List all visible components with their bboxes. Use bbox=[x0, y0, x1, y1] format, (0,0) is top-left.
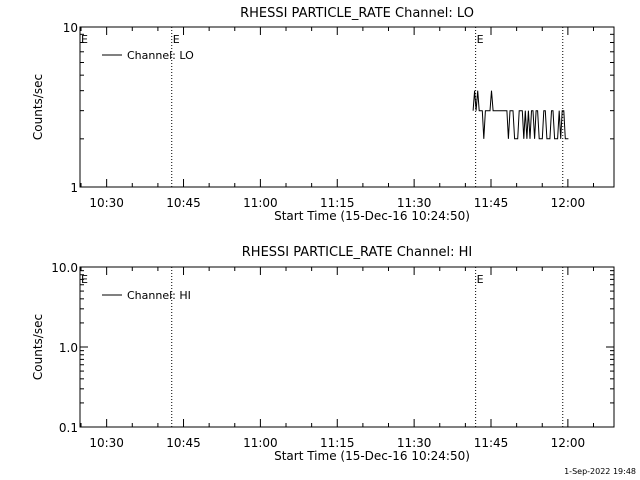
x-tick-label: 12:00 bbox=[551, 196, 586, 210]
x-tick-label: 12:00 bbox=[551, 436, 586, 450]
x-tick-label: 11:30 bbox=[397, 436, 432, 450]
edge-event-marker: E bbox=[81, 273, 88, 286]
chart-title: RHESSI PARTICLE_RATE Channel: LO bbox=[240, 6, 474, 21]
x-tick-label: 11:00 bbox=[243, 436, 278, 450]
x-tick-label: 10:30 bbox=[89, 436, 124, 450]
legend-label: Channel: LO bbox=[127, 49, 194, 62]
y-tick-label: 1 bbox=[70, 181, 78, 195]
event-line-label: E bbox=[477, 273, 484, 286]
chart-panel-hi: RHESSI PARTICLE_RATE Channel: HI 0.1 1.0 10… bbox=[31, 245, 615, 463]
x-tick-label: 11:00 bbox=[243, 196, 278, 210]
y-tick-label: 1.0 bbox=[59, 341, 78, 355]
x-axis-label: Start Time (15-Dec-16 10:24:50) bbox=[274, 209, 470, 223]
x-tick-label: 11:30 bbox=[397, 196, 432, 210]
y-tick-label: 0.1 bbox=[59, 421, 78, 435]
y-axis-label: Counts/sec bbox=[31, 74, 45, 140]
event-line-label: E bbox=[477, 33, 484, 46]
x-tick-label: 10:45 bbox=[166, 196, 201, 210]
x-tick-label: 11:15 bbox=[320, 196, 355, 210]
chart-title: RHESSI PARTICLE_RATE Channel: HI bbox=[242, 245, 472, 260]
y-axis-label: Counts/sec bbox=[31, 314, 45, 380]
edge-event-marker: E bbox=[81, 33, 88, 46]
x-tick-label: 11:45 bbox=[474, 436, 509, 450]
plot-frame bbox=[79, 26, 615, 188]
event-line-label: E bbox=[173, 33, 180, 46]
x-tick-label: 10:30 bbox=[89, 196, 124, 210]
x-tick-label: 11:45 bbox=[474, 196, 509, 210]
series-line-lo bbox=[472, 90, 569, 140]
y-tick-label: 10.0 bbox=[51, 261, 78, 275]
y-tick-label: 10 bbox=[63, 21, 78, 35]
footer-timestamp: 1-Sep-2022 19:48 bbox=[564, 467, 636, 476]
x-axis-label: Start Time (15-Dec-16 10:24:50) bbox=[274, 449, 470, 463]
chart-panel-lo: RHESSI PARTICLE_RATE Channel: LO 1 10 Count… bbox=[31, 6, 615, 223]
x-tick-label: 11:15 bbox=[320, 436, 355, 450]
x-tick-label: 10:45 bbox=[166, 436, 201, 450]
legend-label: Channel: HI bbox=[127, 289, 191, 302]
